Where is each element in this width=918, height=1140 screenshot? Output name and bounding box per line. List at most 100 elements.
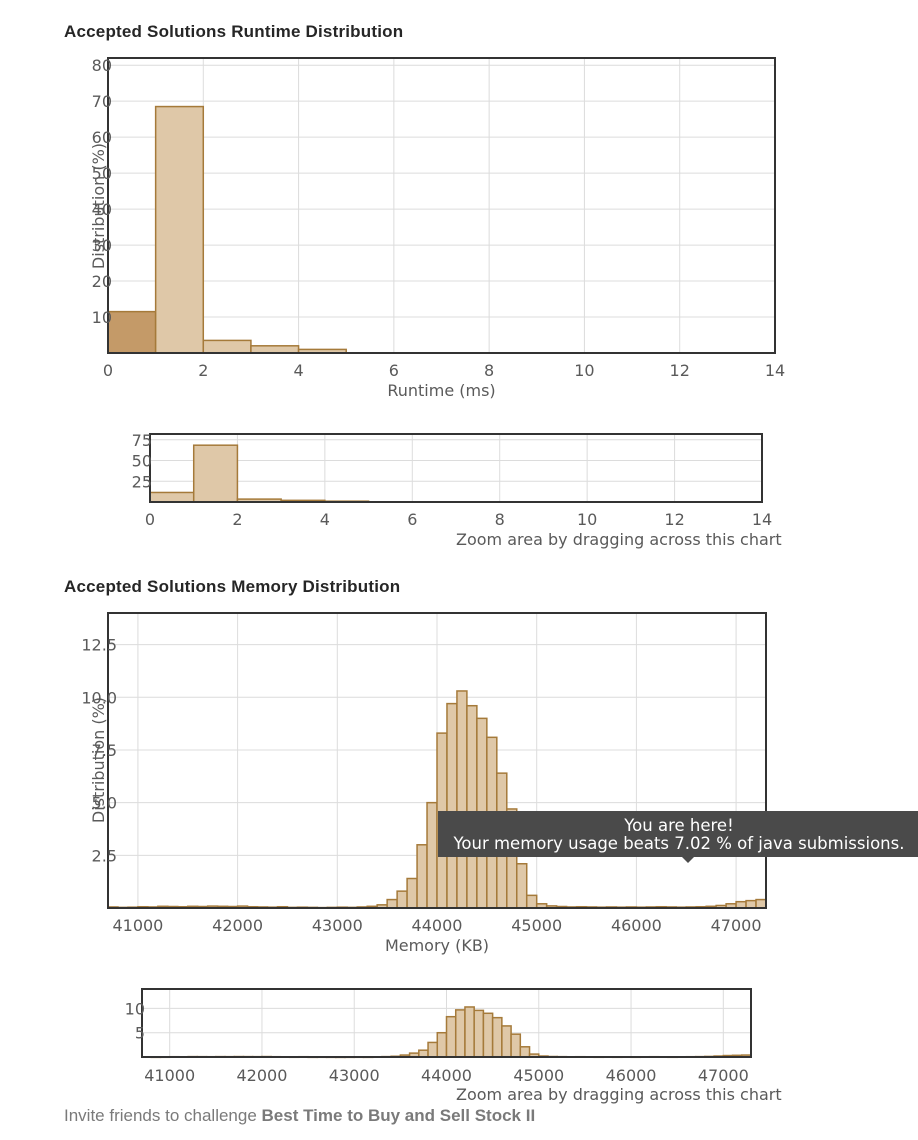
runtime-zoom-caption: Zoom area by dragging across this chart	[456, 530, 782, 549]
runtime-main-bar[interactable]	[107, 310, 157, 354]
memory-nav-x-tick-label: 42000	[237, 1066, 288, 1085]
memory-nav-bar[interactable]	[436, 1031, 448, 1058]
tooltip-arrow	[682, 857, 694, 863]
memory-nav-x-tick-label: 45000	[513, 1066, 564, 1085]
memory-nav-x-tick-label: 47000	[698, 1066, 749, 1085]
runtime-nav-x-tick-label: 6	[407, 510, 417, 529]
memory-main-y-axis-title: Distribution (%)	[89, 697, 108, 823]
runtime-nav-bar[interactable]	[149, 491, 195, 503]
memory-main-x-tick-label: 44000	[412, 916, 463, 935]
memory-nav-bar[interactable]	[445, 1015, 457, 1058]
runtime-main-frame	[107, 57, 776, 354]
runtime-nav-x-tick-label: 4	[320, 510, 330, 529]
memory-nav-bar[interactable]	[501, 1025, 512, 1058]
runtime-nav-frame	[149, 433, 763, 503]
memory-main-y-tick-label: 12.5	[81, 636, 117, 655]
memory-nav-bar[interactable]	[519, 1046, 531, 1058]
runtime-main-y-tick-label: 80	[92, 56, 112, 75]
runtime-main-y-tick-label: 70	[92, 92, 112, 111]
runtime-main-x-tick-label: 10	[574, 361, 594, 380]
runtime-main-y-tick-label: 20	[92, 272, 112, 291]
memory-zoom-caption: Zoom area by dragging across this chart	[456, 1085, 782, 1104]
memory-nav-x-tick-label: 46000	[606, 1066, 657, 1085]
runtime-nav-x-tick-label: 0	[145, 510, 155, 529]
memory-main-x-tick-label: 43000	[312, 916, 363, 935]
memory-nav-y-tick-label: 5	[135, 1024, 145, 1043]
memory-main-bar[interactable]	[456, 690, 468, 909]
memory-main-bar[interactable]	[396, 890, 408, 909]
runtime-main-y-tick-label: 10	[92, 308, 112, 327]
runtime-main-bar[interactable]	[154, 105, 205, 354]
memory-main-x-tick-label: 42000	[212, 916, 263, 935]
runtime-main-y-axis-title: Distribution (%)	[89, 143, 108, 269]
memory-nav-bar[interactable]	[454, 1009, 466, 1058]
memory-main-bar[interactable]	[745, 899, 757, 909]
runtime-main-y-tick-label: 50	[92, 164, 112, 183]
memory-main-bar[interactable]	[525, 894, 538, 909]
memory-nav-bar[interactable]	[491, 1016, 503, 1058]
memory-nav-bar[interactable]	[418, 1049, 429, 1058]
memory-main-chart[interactable]: 41000 42000 43000 44000 45000 46000 47000 2.5 5.…	[81, 612, 767, 955]
memory-nav-chart[interactable]: 41000 42000 43000 44000 45000 46000 47000 5 10	[125, 988, 752, 1085]
runtime-main-chart[interactable]: 0 2 4 6 8 10 12 14 10 20 30 40 50 60 70 80 Runtime (ms) D…	[89, 56, 785, 400]
memory-main-bar[interactable]	[755, 898, 767, 909]
memory-nav-bar[interactable]	[427, 1041, 439, 1058]
runtime-main-x-tick-label: 4	[293, 361, 303, 380]
memory-main-y-tick-label: 2.5	[92, 846, 117, 865]
runtime-main-x-tick-label: 6	[389, 361, 399, 380]
memory-main-bar[interactable]	[416, 844, 428, 909]
runtime-nav-x-tick-label: 14	[752, 510, 772, 529]
runtime-main-x-axis-title: Runtime (ms)	[387, 381, 495, 400]
runtime-nav-x-tick-label: 2	[232, 510, 242, 529]
memory-main-bar[interactable]	[466, 704, 478, 909]
runtime-main-y-tick-label: 40	[92, 200, 112, 219]
memory-main-bar[interactable]	[426, 801, 438, 909]
memory-main-y-tick-label: 10.0	[81, 688, 117, 707]
runtime-main-x-tick-label: 0	[103, 361, 113, 380]
memory-nav-x-tick-label: 41000	[144, 1066, 195, 1085]
memory-main-y-tick-label: 7.5	[92, 741, 117, 760]
runtime-nav-x-tick-label: 8	[495, 510, 505, 529]
invite-prefix: Invite friends to challenge	[64, 1106, 257, 1125]
tooltip-title: You are here!	[624, 816, 734, 835]
tooltip-body: Your memory usage beats 7.02 % of java s…	[453, 834, 905, 853]
runtime-chart-title: Accepted Solutions Runtime Distribution	[64, 22, 404, 41]
memory-main-bar[interactable]	[386, 898, 398, 909]
memory-chart-title: Accepted Solutions Memory Distribution	[64, 577, 401, 596]
memory-nav-frame	[141, 988, 752, 1058]
memory-main-x-tick-label: 45000	[511, 916, 562, 935]
runtime-nav-y-tick-label: 75	[132, 431, 152, 450]
memory-nav-x-tick-label: 44000	[421, 1066, 472, 1085]
runtime-main-x-tick-label: 12	[670, 361, 690, 380]
memory-main-x-axis-title: Memory (KB)	[385, 936, 489, 955]
memory-main-x-tick-label: 47000	[711, 916, 762, 935]
memory-main-x-tick-label: 41000	[112, 916, 163, 935]
runtime-nav-y-tick-label: 50	[132, 452, 152, 471]
runtime-main-plot-area[interactable]	[108, 58, 775, 353]
memory-main-bar[interactable]	[446, 702, 458, 909]
runtime-main-bar[interactable]	[202, 339, 252, 354]
memory-nav-y-tick-label: 10	[125, 999, 145, 1018]
runtime-main-bar[interactable]	[250, 345, 300, 354]
runtime-nav-x-tick-label: 12	[664, 510, 684, 529]
runtime-main-x-tick-label: 2	[198, 361, 208, 380]
runtime-nav-plot-area[interactable]	[150, 434, 762, 502]
runtime-nav-y-tick-label: 25	[132, 472, 152, 491]
runtime-nav-x-tick-label: 10	[577, 510, 597, 529]
runtime-nav-bar[interactable]	[192, 444, 239, 503]
memory-main-bar[interactable]	[516, 863, 528, 909]
runtime-main-y-tick-label: 30	[92, 236, 112, 255]
memory-nav-bar[interactable]	[473, 1009, 485, 1058]
runtime-main-y-tick-label: 60	[92, 128, 112, 147]
invite-problem-link[interactable]: Best Time to Buy and Sell Stock II	[261, 1106, 536, 1125]
memory-nav-bar[interactable]	[464, 1006, 475, 1058]
runtime-main-x-tick-label: 14	[765, 361, 785, 380]
memory-nav-bar[interactable]	[510, 1033, 522, 1058]
memory-nav-bar[interactable]	[482, 1012, 494, 1058]
memory-main-bar[interactable]	[406, 877, 418, 909]
memory-nav-x-tick-label: 43000	[329, 1066, 380, 1085]
invite-text: Invite friends to challenge Best Time to…	[64, 1106, 535, 1126]
runtime-main-x-tick-label: 8	[484, 361, 494, 380]
